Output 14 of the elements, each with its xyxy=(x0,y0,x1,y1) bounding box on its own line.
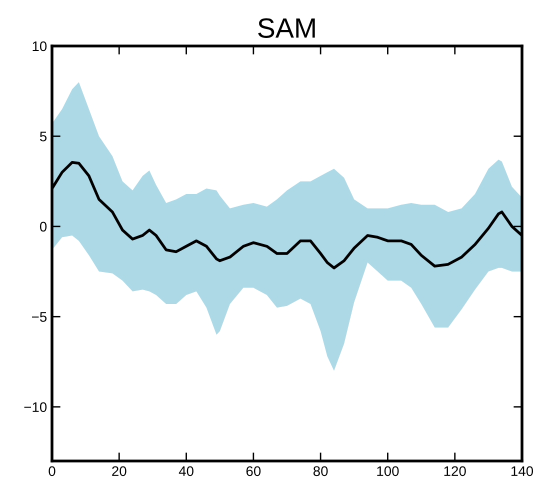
x-tick-label: 0 xyxy=(48,466,56,476)
y-tick-label: −5 xyxy=(32,312,47,322)
y-tick-label: 0 xyxy=(40,222,47,232)
x-tick-label: 120 xyxy=(444,466,466,476)
x-tick-label: 60 xyxy=(246,466,261,476)
x-tick-label: 80 xyxy=(313,466,328,476)
y-tick-label: 5 xyxy=(40,132,47,142)
x-tick-label: 100 xyxy=(377,466,399,476)
chart-title: SAM xyxy=(258,18,315,38)
x-tick-label: 40 xyxy=(178,466,194,476)
x-tick-label: 140 xyxy=(511,466,534,476)
x-tick-label: 20 xyxy=(112,466,126,476)
y-tick-label: −10 xyxy=(24,402,47,412)
y-tick-label: 10 xyxy=(32,41,47,52)
